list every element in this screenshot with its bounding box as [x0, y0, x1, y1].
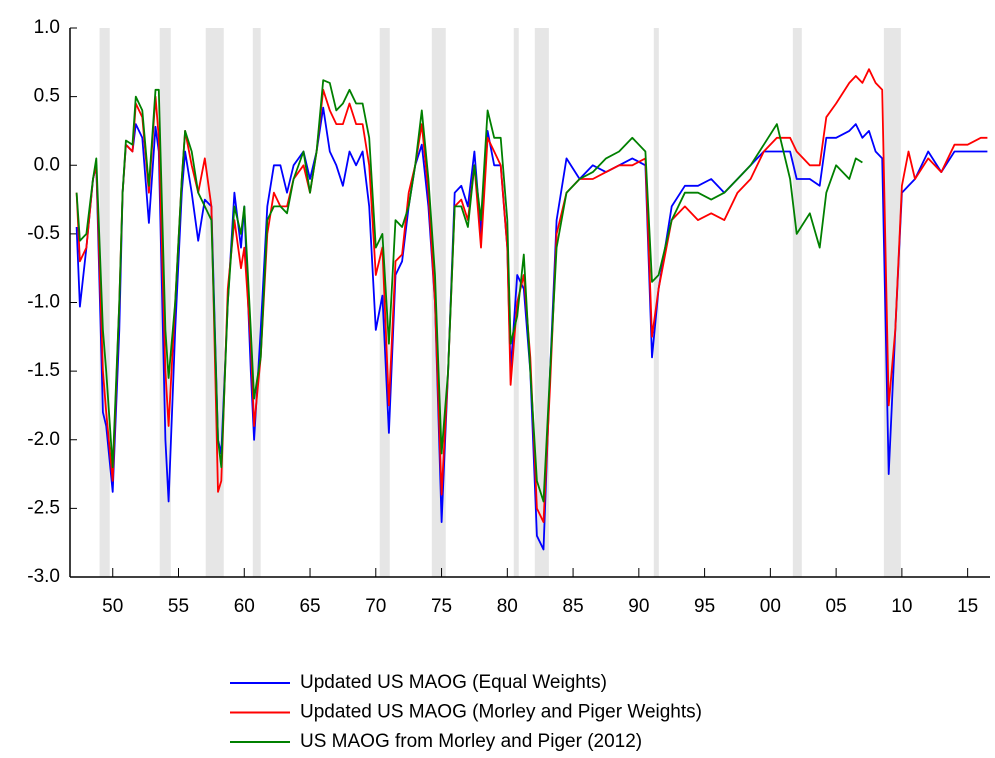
y-tick-label: -2.5: [27, 497, 60, 518]
y-tick-label: 1.0: [34, 17, 60, 38]
y-tick-label: 0.0: [34, 154, 60, 175]
x-tick-label: 05: [826, 596, 847, 617]
legend-label: Updated US MAOG (Equal Weights): [300, 672, 607, 693]
recession-band: [99, 28, 110, 577]
x-tick-label: 80: [497, 596, 518, 617]
y-tick-label: -1.0: [27, 292, 60, 313]
recession-band: [513, 28, 519, 577]
x-tick-label: 65: [299, 596, 320, 617]
x-tick-label: 85: [563, 596, 584, 617]
recession-band: [534, 28, 549, 577]
x-tick-label: 75: [431, 596, 452, 617]
x-tick-label: 50: [102, 596, 123, 617]
recession-band: [792, 28, 802, 577]
legend-label: Updated US MAOG (Morley and Piger Weight…: [300, 702, 702, 723]
x-tick-label: 10: [891, 596, 912, 617]
x-tick-label: 90: [628, 596, 649, 617]
y-tick-label: -1.5: [27, 360, 60, 381]
x-tick-label: 55: [168, 596, 189, 617]
x-tick-label: 60: [234, 596, 255, 617]
legend-label: US MAOG from Morley and Piger (2012): [300, 731, 642, 752]
series-line: [75, 79, 863, 503]
y-tick-label: -3.0: [27, 566, 60, 587]
recession-band: [252, 28, 261, 577]
x-tick-label: 70: [365, 596, 386, 617]
y-tick-label: 0.5: [34, 86, 60, 107]
x-tick-label: 95: [694, 596, 715, 617]
x-tick-label: 15: [957, 596, 978, 617]
y-tick-label: -2.0: [27, 429, 60, 450]
x-tick-label: 00: [760, 596, 781, 617]
y-tick-label: -0.5: [27, 223, 60, 244]
